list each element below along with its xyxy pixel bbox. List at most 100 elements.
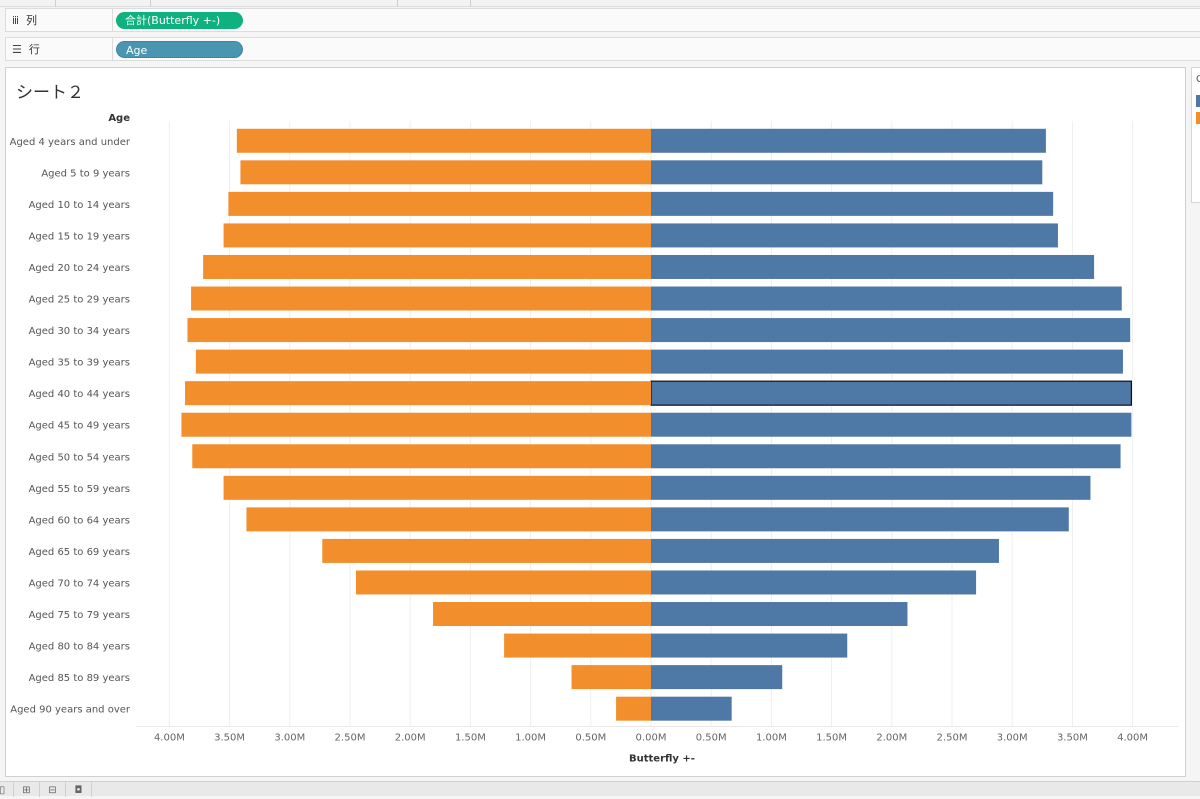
x-tick-label: 1.50M	[455, 732, 486, 743]
bar-positive[interactable]	[651, 602, 908, 627]
bar-positive[interactable]	[651, 475, 1091, 500]
rows-shelf-label: ☰ 行	[6, 38, 113, 60]
category-label: Aged 10 to 14 years	[29, 200, 130, 211]
bar-positive[interactable]	[651, 665, 783, 690]
bar-negative[interactable]	[246, 507, 651, 532]
toolbar-separator	[397, 0, 398, 7]
bar-positive[interactable]	[650, 380, 1132, 406]
toolbar-separator	[150, 0, 151, 7]
bar-positive[interactable]	[651, 444, 1121, 469]
sheet-title: シート２	[16, 83, 84, 103]
category-label: Aged 75 to 79 years	[29, 610, 130, 621]
new-story-icon[interactable]: ◘	[66, 782, 92, 797]
rows-icon: ☰	[12, 42, 22, 56]
top-toolbar-strip	[0, 0, 1200, 7]
bar-negative[interactable]	[236, 128, 651, 153]
category-label: Aged 35 to 39 years	[29, 358, 130, 369]
new-sheet-icon[interactable]: ⊞	[14, 782, 40, 797]
x-tick-label: 3.50M	[1057, 732, 1088, 743]
bar-positive[interactable]	[651, 160, 1043, 185]
category-label: Aged 30 to 34 years	[29, 326, 130, 337]
rows-shelf[interactable]: ☰ 行 Age	[5, 37, 1200, 61]
bar-negative[interactable]	[187, 318, 651, 343]
bar-positive[interactable]	[651, 318, 1131, 343]
x-tick-label: 2.50M	[937, 732, 968, 743]
columns-icon: ⅲ	[12, 13, 19, 27]
bar-positive[interactable]	[651, 223, 1058, 248]
bar-positive[interactable]	[651, 507, 1069, 532]
category-label: Aged 40 to 44 years	[29, 389, 130, 400]
legend-swatch-negative[interactable]	[1196, 112, 1200, 124]
columns-shelf[interactable]: ⅲ 列 合計(Butterfly +-)	[5, 8, 1200, 32]
x-tick-label: 2.00M	[395, 732, 426, 743]
x-tick-label: 0.50M	[575, 732, 606, 743]
category-label: Aged 20 to 24 years	[29, 263, 130, 274]
bar-negative[interactable]	[223, 223, 651, 248]
bar-positive[interactable]	[651, 191, 1054, 216]
bar-positive[interactable]	[651, 633, 848, 658]
columns-label-text: 列	[26, 14, 38, 27]
category-label: Aged 70 to 74 years	[29, 578, 130, 589]
bar-negative[interactable]	[504, 633, 651, 658]
x-tick-label: 3.50M	[214, 732, 245, 743]
category-label: Aged 5 to 9 years	[41, 168, 130, 179]
x-tick-label: 1.50M	[816, 732, 847, 743]
category-label: Aged 45 to 49 years	[29, 421, 130, 432]
bar-negative[interactable]	[322, 538, 651, 563]
worksheet: シート２ Age Aged 4 years and under Aged 5 to …	[5, 67, 1186, 777]
bar-negative[interactable]	[356, 570, 651, 595]
bar-positive[interactable]	[651, 570, 977, 595]
new-dashboard-icon[interactable]: ⊟	[40, 782, 66, 797]
bar-negative[interactable]	[228, 191, 651, 216]
bar-positive[interactable]	[651, 412, 1132, 437]
category-label: Aged 4 years and under	[10, 137, 131, 148]
x-tick-label: 0.50M	[696, 732, 727, 743]
category-label: Aged 15 to 19 years	[29, 231, 130, 242]
bar-negative[interactable]	[191, 286, 651, 311]
bar-negative[interactable]	[192, 444, 651, 469]
x-tick-label: 2.50M	[335, 732, 366, 743]
x-axis-title: Butterfly +-	[629, 753, 695, 764]
bar-negative[interactable]	[185, 381, 651, 406]
legend-title: G	[1196, 74, 1200, 85]
bar-negative[interactable]	[616, 696, 651, 721]
category-label: Aged 80 to 84 years	[29, 642, 130, 653]
x-tick-label: 3.00M	[274, 732, 305, 743]
category-label: Aged 60 to 64 years	[29, 515, 130, 526]
bar-positive[interactable]	[651, 696, 732, 721]
color-legend: G	[1191, 67, 1200, 203]
rows-pill-age[interactable]: Age	[116, 41, 243, 58]
bar-positive[interactable]	[651, 349, 1123, 374]
category-label: Aged 55 to 59 years	[29, 484, 130, 495]
category-label: Aged 90 years and over	[10, 705, 131, 716]
category-label: Aged 85 to 89 years	[29, 673, 130, 684]
row-header-age: Age	[108, 113, 130, 124]
bar-negative[interactable]	[181, 412, 651, 437]
bar-positive[interactable]	[651, 128, 1046, 153]
x-tick-label: 4.00M	[1117, 732, 1148, 743]
bar-positive[interactable]	[651, 254, 1095, 279]
rows-label-text: 行	[28, 43, 40, 56]
columns-pill-butterfly[interactable]: 合計(Butterfly +-)	[116, 12, 243, 29]
x-tick-label: 1.00M	[756, 732, 787, 743]
bar-negative[interactable]	[433, 602, 651, 627]
x-tick-label: 4.00M	[154, 732, 185, 743]
bar-negative[interactable]	[223, 475, 651, 500]
columns-shelf-label: ⅲ 列	[6, 9, 113, 31]
legend-swatch-positive[interactable]	[1196, 95, 1200, 107]
x-tick-label: 3.00M	[997, 732, 1028, 743]
bar-negative[interactable]	[571, 665, 651, 690]
bar-negative[interactable]	[240, 160, 651, 185]
sheet-tab-bar: ◫ ⊞ ⊟ ◘	[0, 781, 1200, 797]
category-label: Aged 25 to 29 years	[29, 295, 130, 306]
bar-positive[interactable]	[651, 286, 1122, 311]
bar-positive[interactable]	[651, 538, 999, 563]
category-label: Aged 50 to 54 years	[29, 452, 130, 463]
data-source-tab-icon[interactable]: ◫	[0, 782, 14, 797]
bar-negative[interactable]	[203, 254, 651, 279]
toolbar-separator	[55, 0, 56, 7]
toolbar-separator	[470, 0, 471, 7]
bar-negative[interactable]	[195, 349, 651, 374]
x-tick-label: 2.00M	[876, 732, 907, 743]
x-tick-label: 1.00M	[515, 732, 546, 743]
